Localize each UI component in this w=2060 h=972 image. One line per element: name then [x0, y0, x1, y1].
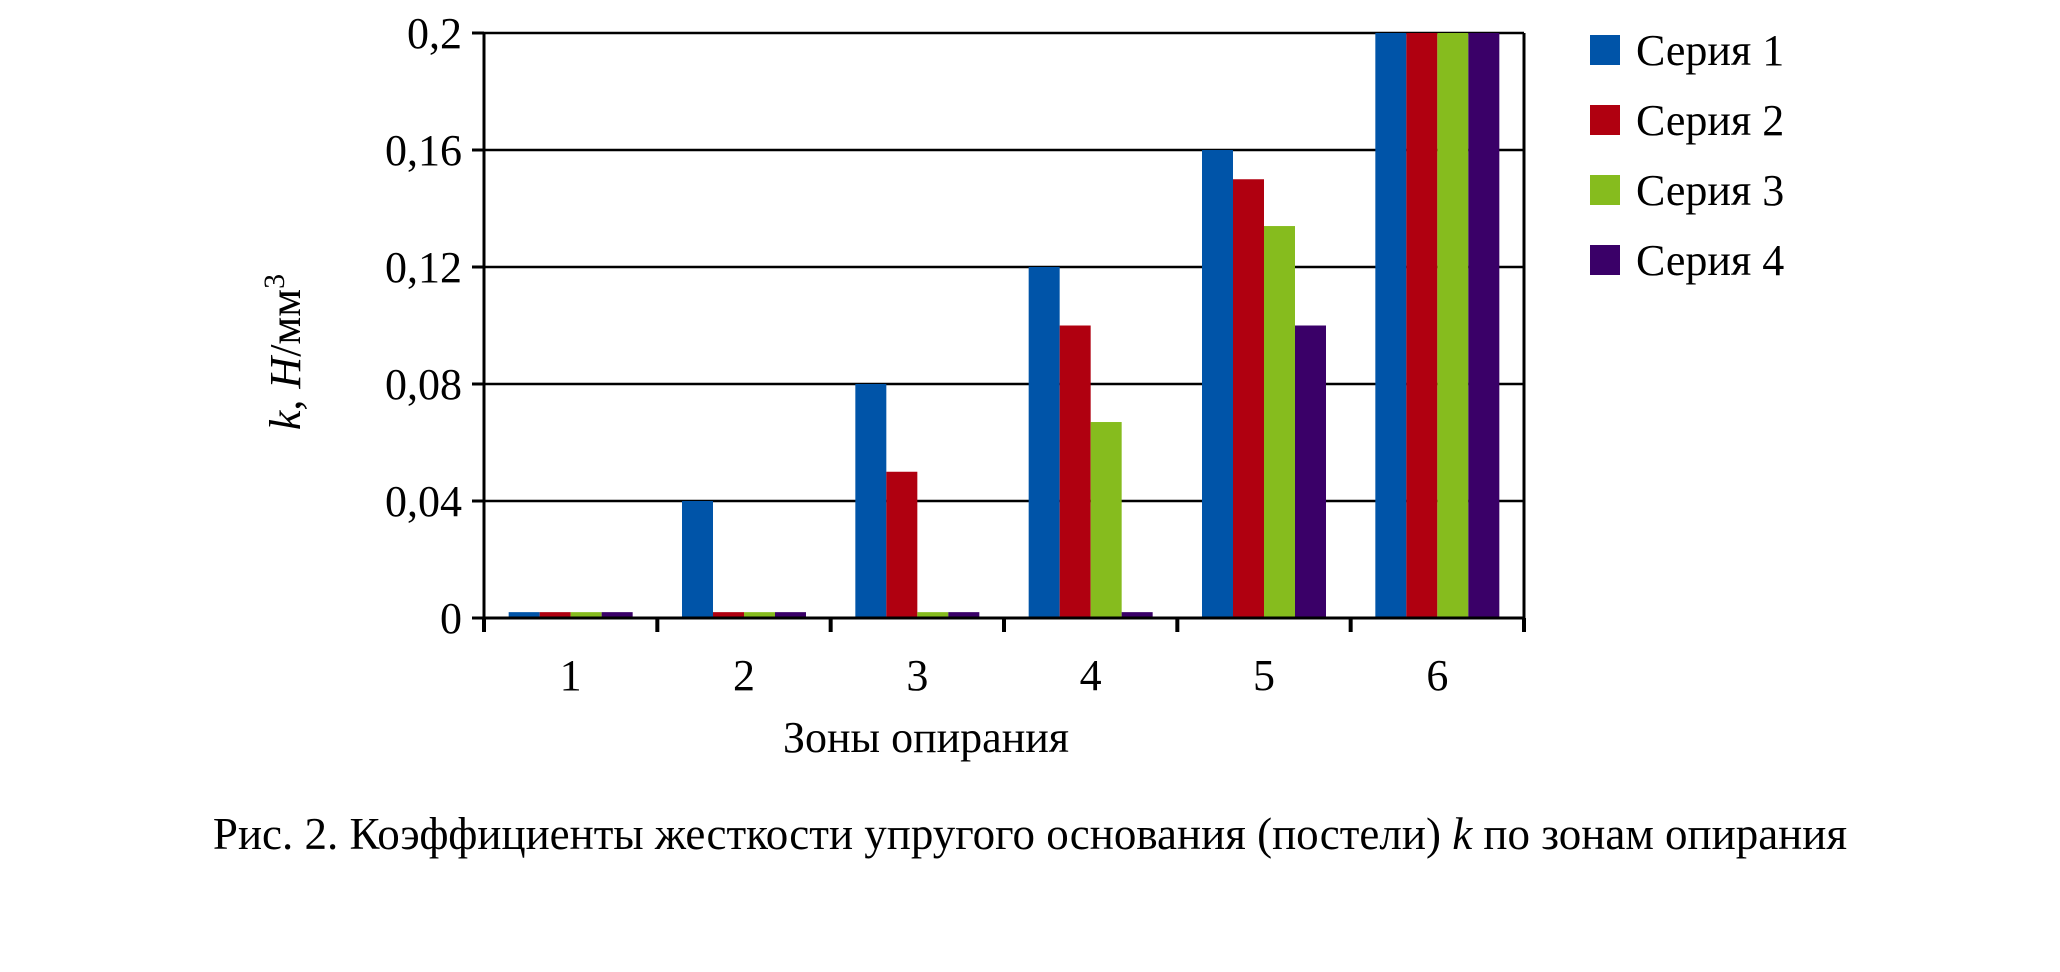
y-tick-labels: 0 0,04 0,08 0,12 0,16 0,2 — [385, 9, 484, 643]
bar — [1264, 226, 1295, 619]
y-tick-label: 0,08 — [385, 360, 462, 409]
y-axis-unit: /мм — [261, 289, 310, 357]
y-tick-label: 0,2 — [407, 9, 462, 58]
bar — [1295, 325, 1326, 618]
bar — [1059, 325, 1091, 618]
bar — [1028, 267, 1060, 618]
bar — [1375, 33, 1407, 618]
bar — [508, 612, 540, 618]
figure-caption: Рис. 2. Коэффициенты жесткости упругого … — [0, 808, 2060, 860]
bar — [1468, 33, 1500, 618]
bar — [886, 471, 918, 618]
y-axis-separator: , — [261, 389, 310, 411]
bar — [601, 612, 633, 618]
x-tick-label: 4 — [1080, 651, 1102, 700]
y-tick-label: 0,04 — [385, 477, 462, 526]
bar — [682, 501, 713, 618]
legend-label: Серия 4 — [1636, 236, 1784, 285]
bar — [539, 612, 571, 618]
legend-label: Серия 1 — [1636, 26, 1784, 75]
legend-swatch — [1590, 105, 1620, 135]
x-axis-title: Зоны опирания — [783, 713, 1069, 762]
bar — [1406, 33, 1438, 618]
legend: Серия 1 Серия 2 Серия 3 Серия 4 — [1590, 26, 1784, 285]
bar — [1437, 33, 1469, 618]
y-tick-label: 0 — [440, 594, 462, 643]
bar — [917, 612, 949, 618]
y-axis-unit-exponent: 3 — [258, 274, 291, 289]
legend-swatch — [1590, 175, 1620, 205]
y-axis-variable: k — [261, 409, 310, 430]
y-axis-title: k, H/мм3 — [258, 274, 310, 430]
x-tick-label: 2 — [733, 651, 755, 700]
x-tick-label: 1 — [560, 651, 582, 700]
x-tick-label: 6 — [1426, 651, 1448, 700]
x-tick-label: 5 — [1253, 651, 1275, 700]
bar — [713, 612, 744, 618]
axes — [482, 33, 1526, 632]
bar — [744, 612, 775, 618]
bar — [948, 612, 980, 618]
legend-swatch — [1590, 245, 1620, 275]
y-gridlines — [484, 31, 1524, 503]
bar — [1233, 179, 1264, 618]
bar — [855, 384, 887, 618]
x-tick-labels: 1 2 3 4 5 6 — [560, 651, 1449, 700]
bar-series — [508, 33, 1500, 619]
y-tick-label: 0,16 — [385, 126, 462, 175]
bar — [1121, 612, 1153, 618]
y-tick-label: 0,12 — [385, 243, 462, 292]
caption-prefix: Рис. 2. Коэффициенты жесткости упругого … — [212, 809, 1453, 859]
bar-chart: 0 0,04 0,08 0,12 0,16 0,2 1 2 3 4 5 6 Зоны опирани… — [258, 9, 1784, 762]
bar — [570, 612, 602, 618]
bar — [1090, 422, 1122, 618]
x-tick-label: 3 — [906, 651, 928, 700]
legend-swatch — [1590, 35, 1620, 65]
legend-label: Серия 3 — [1636, 166, 1784, 215]
y-axis-unit-variable: H — [261, 355, 310, 390]
bar — [775, 612, 806, 618]
legend-label: Серия 2 — [1636, 96, 1784, 145]
caption-variable: k — [1452, 809, 1473, 859]
caption-suffix: по зонам опирания — [1472, 809, 1848, 859]
bar — [1202, 150, 1233, 618]
